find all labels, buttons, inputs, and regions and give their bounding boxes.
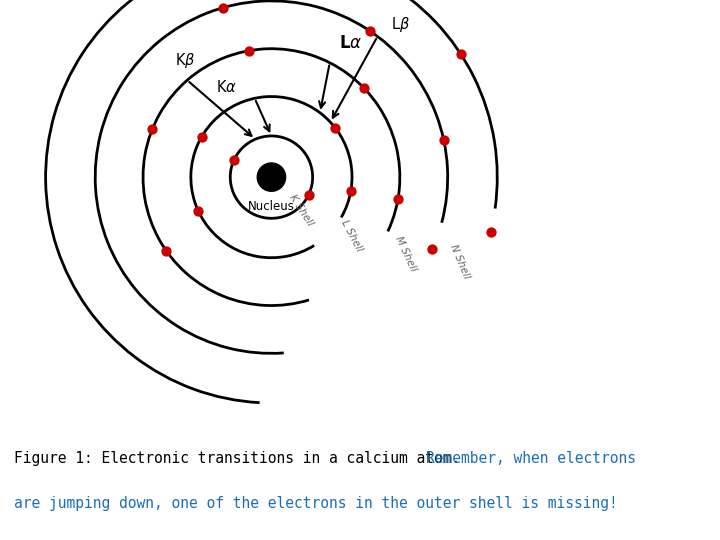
Point: [455, 50, 467, 58]
Text: N Shell: N Shell: [448, 243, 471, 280]
Point: [438, 136, 449, 145]
Point: [196, 132, 207, 141]
Text: Remember, when electrons: Remember, when electrons: [426, 451, 636, 467]
Text: K$\alpha$: K$\alpha$: [216, 79, 237, 94]
Text: L Shell: L Shell: [339, 219, 364, 254]
Point: [485, 227, 496, 236]
Point: [427, 245, 438, 253]
Text: M Shell: M Shell: [392, 234, 418, 273]
Text: are jumping down, one of the electrons in the outer shell is missing!: are jumping down, one of the electrons i…: [14, 496, 618, 511]
Text: Figure 1: Electronic transitions in a calcium atom.: Figure 1: Electronic transitions in a ca…: [14, 451, 469, 467]
Text: K$\beta$: K$\beta$: [175, 51, 195, 70]
Point: [358, 84, 369, 92]
Text: K Shell: K Shell: [287, 192, 315, 227]
Point: [193, 207, 204, 215]
Text: L$\beta$: L$\beta$: [391, 15, 410, 34]
Point: [364, 26, 376, 35]
Point: [392, 195, 404, 204]
Point: [228, 156, 240, 164]
Point: [243, 46, 255, 55]
Circle shape: [257, 163, 286, 191]
Text: L$\alpha$: L$\alpha$: [338, 33, 362, 52]
Point: [345, 187, 356, 195]
Point: [161, 246, 172, 255]
Text: Nucleus: Nucleus: [248, 200, 295, 213]
Point: [329, 123, 341, 132]
Point: [303, 190, 315, 199]
Point: [147, 125, 158, 133]
Point: [217, 3, 229, 12]
